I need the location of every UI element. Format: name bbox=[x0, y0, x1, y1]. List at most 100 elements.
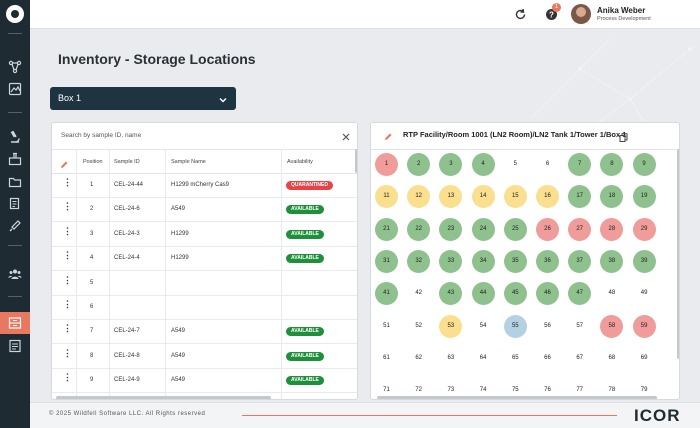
box-position[interactable]: 24 bbox=[471, 217, 495, 241]
horizontal-scrollbar[interactable] bbox=[377, 396, 657, 399]
box-position[interactable]: 12 bbox=[407, 185, 431, 209]
cell-sample-id[interactable]: CEL-24-3 bbox=[114, 230, 140, 237]
box-position[interactable]: 62 bbox=[415, 354, 423, 361]
box-position[interactable]: 73 bbox=[447, 387, 455, 394]
box-position[interactable]: 26 bbox=[536, 217, 559, 241]
box-position[interactable]: 22 bbox=[407, 217, 431, 241]
box-position[interactable]: 59 bbox=[632, 314, 656, 338]
table-row[interactable]: ⋮ 4 CEL-24-4 H1299 AVAILABLE bbox=[52, 247, 357, 272]
box-position[interactable]: 4 bbox=[471, 153, 495, 176]
box-position[interactable]: 58 bbox=[600, 314, 624, 338]
box-position[interactable]: 79 bbox=[640, 387, 648, 394]
box-position[interactable]: 54 bbox=[479, 322, 487, 329]
more-options-icon[interactable]: ⋮ bbox=[63, 201, 72, 212]
cell-sample-id[interactable]: CEL-24-7 bbox=[114, 328, 140, 335]
close-icon[interactable] bbox=[341, 129, 351, 141]
box-position[interactable]: 14 bbox=[471, 185, 495, 209]
column-header-availability[interactable]: Availability bbox=[287, 159, 313, 165]
box-position[interactable]: 45 bbox=[503, 282, 527, 306]
copy-icon[interactable] bbox=[619, 129, 628, 142]
box-position[interactable]: 21 bbox=[375, 217, 398, 241]
table-row[interactable]: ⋮ 9 CEL-24-9 A549 AVAILABLE bbox=[52, 369, 357, 394]
box-position[interactable]: 25 bbox=[503, 217, 527, 241]
report-icon[interactable] bbox=[8, 339, 22, 353]
box-position[interactable]: 17 bbox=[568, 185, 592, 209]
lab-icon[interactable] bbox=[8, 152, 22, 166]
box-position[interactable]: 9 bbox=[632, 153, 656, 176]
box-position[interactable]: 35 bbox=[503, 249, 527, 273]
cell-sample-id[interactable]: CEL-24-6 bbox=[114, 206, 140, 213]
box-position[interactable]: 76 bbox=[544, 387, 551, 394]
box-position[interactable]: 11 bbox=[375, 185, 398, 209]
column-header-sample-id[interactable]: Sample ID bbox=[114, 159, 140, 165]
box-position[interactable]: 56 bbox=[544, 322, 551, 329]
box-position[interactable]: 52 bbox=[415, 322, 423, 329]
table-row[interactable]: ⋮ 7 CEL-24-7 A549 AVAILABLE bbox=[52, 320, 357, 345]
box-position[interactable]: 63 bbox=[447, 354, 455, 361]
column-header-sample-name[interactable]: Sample Name bbox=[171, 159, 206, 165]
box-position[interactable]: 39 bbox=[632, 249, 656, 273]
box-position[interactable]: 18 bbox=[600, 185, 624, 209]
box-position[interactable]: 74 bbox=[479, 387, 487, 394]
search-input[interactable] bbox=[61, 129, 331, 141]
box-position[interactable]: 7 bbox=[568, 153, 592, 176]
box-position[interactable]: 41 bbox=[375, 282, 398, 306]
box-position[interactable]: 72 bbox=[415, 387, 423, 394]
cell-sample-id[interactable]: CEL-24-9 bbox=[114, 377, 140, 384]
more-options-icon[interactable]: ⋮ bbox=[63, 177, 72, 187]
more-options-icon[interactable]: ⋮ bbox=[63, 225, 72, 236]
box-position[interactable]: 44 bbox=[471, 282, 495, 306]
box-position[interactable]: 33 bbox=[439, 249, 463, 273]
more-options-icon[interactable]: ⋮ bbox=[63, 274, 72, 285]
avatar[interactable] bbox=[571, 4, 591, 24]
box-position[interactable]: 68 bbox=[608, 354, 616, 361]
box-position[interactable]: 51 bbox=[383, 322, 390, 329]
box-position[interactable]: 16 bbox=[536, 185, 559, 209]
refresh-icon[interactable] bbox=[514, 8, 527, 21]
more-options-icon[interactable]: ⋮ bbox=[63, 372, 72, 383]
box-position[interactable]: 46 bbox=[536, 282, 559, 306]
box-position[interactable]: 48 bbox=[608, 290, 616, 297]
box-position[interactable]: 34 bbox=[471, 249, 495, 273]
pipette-icon[interactable] bbox=[8, 219, 22, 233]
box-position[interactable]: 37 bbox=[568, 249, 592, 273]
table-row[interactable]: ⋮ 1 CEL-24-44 H1299 mCherry Cas9 QUARANTINED bbox=[52, 174, 357, 198]
box-position[interactable]: 27 bbox=[568, 217, 592, 241]
box-position[interactable]: 64 bbox=[479, 354, 487, 361]
box-position[interactable]: 2 bbox=[407, 153, 431, 176]
box-position[interactable]: 57 bbox=[576, 322, 584, 329]
box-position[interactable]: 43 bbox=[439, 282, 463, 306]
photo-icon[interactable] bbox=[8, 82, 22, 96]
more-options-icon[interactable]: ⋮ bbox=[63, 323, 72, 334]
vertical-scrollbar[interactable] bbox=[355, 149, 357, 173]
cell-sample-id[interactable]: CEL-24-44 bbox=[114, 182, 144, 188]
box-position[interactable]: 42 bbox=[415, 290, 423, 297]
users-icon[interactable] bbox=[8, 267, 22, 281]
more-options-icon[interactable]: ⋮ bbox=[63, 250, 72, 261]
box-position[interactable]: 75 bbox=[511, 387, 519, 394]
cell-sample-id[interactable]: CEL-24-4 bbox=[114, 255, 140, 262]
box-position[interactable]: 29 bbox=[632, 217, 656, 241]
box-position[interactable]: 67 bbox=[576, 354, 584, 361]
more-options-icon[interactable]: ⋮ bbox=[63, 347, 72, 358]
box-position[interactable]: 31 bbox=[375, 249, 398, 273]
box-position[interactable]: 78 bbox=[608, 387, 616, 394]
box-position[interactable]: 55 bbox=[503, 314, 527, 338]
logo-icon[interactable] bbox=[6, 5, 24, 23]
table-row[interactable]: ⋮ 2 CEL-24-6 A549 AVAILABLE bbox=[52, 198, 357, 223]
table-row[interactable]: ⋮ 6 bbox=[52, 296, 357, 320]
table-row[interactable]: ⋮ 3 CEL-24-3 H1299 AVAILABLE bbox=[52, 223, 357, 247]
flask-network-icon[interactable] bbox=[8, 60, 22, 74]
box-position[interactable]: 49 bbox=[640, 290, 648, 297]
cell-sample-id[interactable]: CEL-24-8 bbox=[114, 352, 140, 359]
box-position[interactable]: 66 bbox=[544, 354, 551, 361]
chevron-down-icon[interactable] bbox=[218, 92, 228, 103]
microscope-icon[interactable] bbox=[8, 130, 22, 144]
box-position[interactable]: 15 bbox=[503, 185, 527, 209]
more-options-icon[interactable]: ⋮ bbox=[63, 299, 72, 309]
column-header-position[interactable]: Position bbox=[83, 159, 103, 165]
storage-icon[interactable] bbox=[8, 316, 22, 330]
box-position[interactable]: 28 bbox=[600, 217, 624, 241]
documents-icon[interactable] bbox=[8, 197, 22, 211]
box-position[interactable]: 65 bbox=[511, 354, 519, 361]
